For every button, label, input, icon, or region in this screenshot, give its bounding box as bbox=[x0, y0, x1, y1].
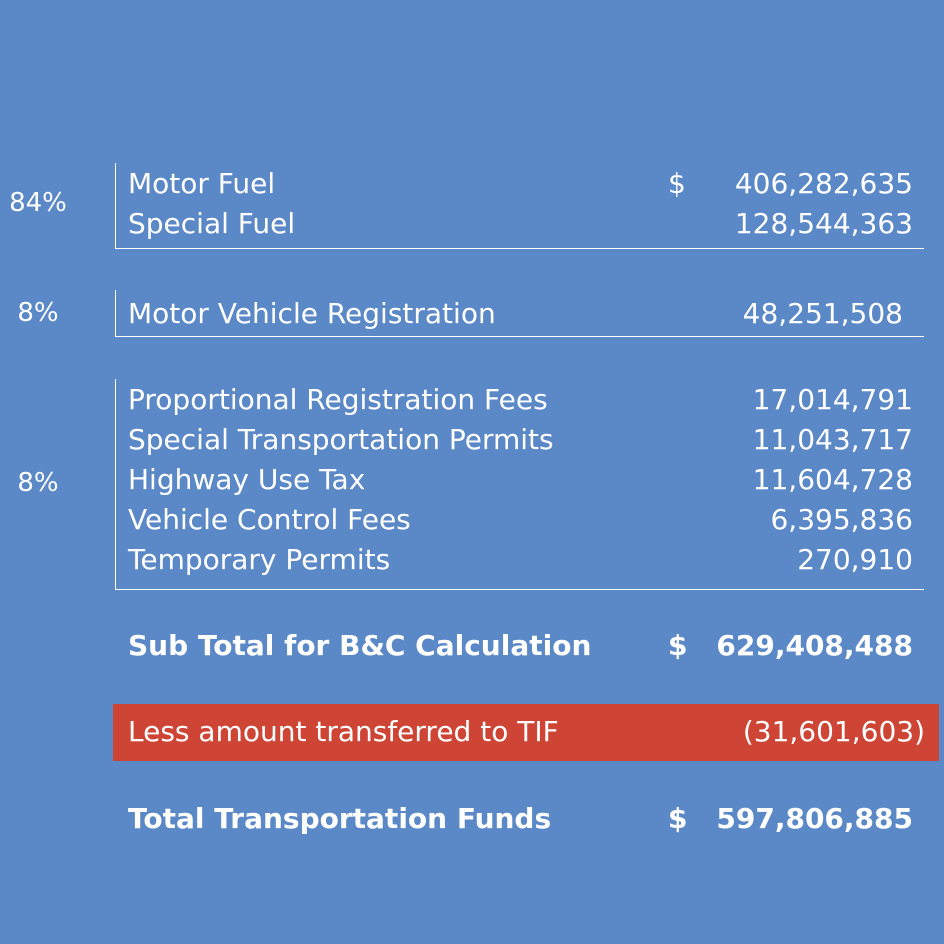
dollar-sign: $ bbox=[668, 802, 688, 835]
fees-group-percent: 8% bbox=[17, 468, 59, 498]
table-row-motor-vehicle-registration: Motor Vehicle Registration 48,251,508 bbox=[128, 294, 913, 334]
fuel-group-bracket bbox=[115, 163, 924, 249]
row-amount: 270,910 bbox=[797, 543, 913, 576]
table-row-motor-fuel: Motor Fuel $ 406,282,635 bbox=[128, 164, 913, 204]
subtotal-label: Sub Total for B&C Calculation bbox=[128, 629, 592, 662]
transfer-amount: (31,601,603) bbox=[742, 715, 925, 748]
transfer-label: Less amount transferred to TIF bbox=[128, 715, 559, 748]
row-amount: 11,043,717 bbox=[752, 423, 913, 456]
total-row: Total Transportation Funds $ 597,806,885 bbox=[128, 799, 913, 839]
row-amount: 128,544,363 bbox=[734, 207, 913, 240]
table-row-proportional-registration-fees: Proportional Registration Fees 17,014,79… bbox=[128, 380, 913, 420]
fees-group-bracket bbox=[115, 379, 924, 590]
dollar-sign: $ bbox=[668, 167, 686, 200]
row-amount: 17,014,791 bbox=[752, 383, 913, 416]
row-label: Vehicle Control Fees bbox=[128, 503, 411, 536]
table-row-special-fuel: Special Fuel 128,544,363 bbox=[128, 204, 913, 244]
row-amount: 11,604,728 bbox=[752, 463, 913, 496]
dollar-sign: $ bbox=[668, 629, 688, 662]
row-amount: 6,395,836 bbox=[770, 503, 913, 536]
row-amount: 48,251,508 bbox=[742, 297, 903, 330]
transfer-row-highlight: Less amount transferred to TIF (31,601,6… bbox=[113, 704, 939, 761]
row-label: Proportional Registration Fees bbox=[128, 383, 548, 416]
total-label: Total Transportation Funds bbox=[128, 802, 552, 835]
subtotal-amount: 629,408,488 bbox=[716, 629, 913, 662]
subtotal-row: Sub Total for B&C Calculation $ 629,408,… bbox=[128, 626, 913, 666]
fuel-group-percent: 84% bbox=[9, 188, 67, 218]
row-amount: 406,282,635 bbox=[734, 167, 913, 200]
total-amount: 597,806,885 bbox=[716, 802, 913, 835]
row-label: Temporary Permits bbox=[128, 543, 391, 576]
table-row-temporary-permits: Temporary Permits 270,910 bbox=[128, 540, 913, 580]
row-label: Motor Fuel bbox=[128, 167, 276, 200]
table-row-vehicle-control-fees: Vehicle Control Fees 6,395,836 bbox=[128, 500, 913, 540]
row-label: Special Fuel bbox=[128, 207, 296, 240]
registration-group-percent: 8% bbox=[17, 298, 59, 328]
table-row-highway-use-tax: Highway Use Tax 11,604,728 bbox=[128, 460, 913, 500]
row-label: Special Transportation Permits bbox=[128, 423, 554, 456]
registration-group-bracket bbox=[115, 290, 924, 337]
row-label: Motor Vehicle Registration bbox=[128, 297, 496, 330]
row-label: Highway Use Tax bbox=[128, 463, 366, 496]
table-row-special-transportation-permits: Special Transportation Permits 11,043,71… bbox=[128, 420, 913, 460]
